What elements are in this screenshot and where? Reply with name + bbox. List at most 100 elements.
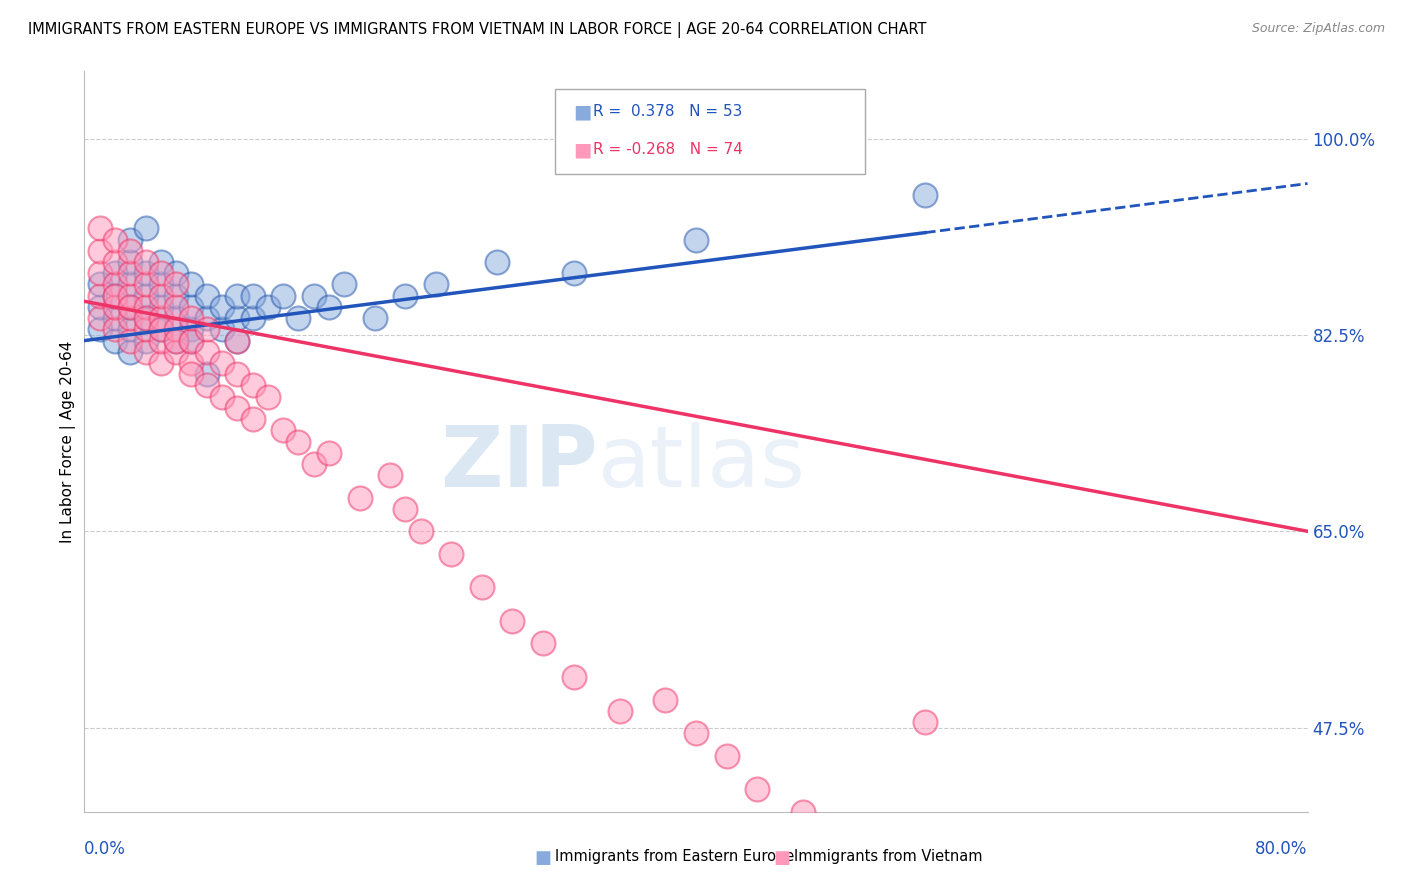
Point	[165, 266, 187, 280]
Point	[195, 378, 218, 392]
Point	[104, 289, 127, 303]
Point	[165, 311, 187, 326]
Point	[195, 289, 218, 303]
Point	[211, 356, 233, 370]
Point	[531, 636, 554, 650]
Point	[302, 457, 325, 471]
Text: ZIP: ZIP	[440, 422, 598, 505]
Point	[120, 300, 142, 314]
Point	[120, 233, 142, 247]
Point	[471, 580, 494, 594]
Text: R = -0.268   N = 74: R = -0.268 N = 74	[593, 142, 744, 157]
Point	[120, 266, 142, 280]
Point	[409, 524, 432, 539]
Point	[104, 277, 127, 292]
Point	[120, 322, 142, 336]
Point	[425, 277, 447, 292]
Point	[211, 390, 233, 404]
Point	[792, 805, 814, 819]
Point	[287, 434, 309, 449]
Point	[135, 300, 157, 314]
Point	[1021, 861, 1043, 875]
Point	[120, 289, 142, 303]
Point	[135, 221, 157, 235]
Point	[991, 838, 1014, 853]
Point	[120, 255, 142, 269]
Point	[394, 289, 416, 303]
Point	[180, 368, 202, 382]
Point	[89, 221, 111, 235]
Text: ■: ■	[534, 849, 551, 867]
Text: 80.0%: 80.0%	[1256, 839, 1308, 858]
Point	[135, 289, 157, 303]
Point	[226, 311, 249, 326]
Point	[242, 289, 264, 303]
Point	[349, 491, 371, 505]
Point	[195, 322, 218, 336]
Point	[149, 277, 172, 292]
Point	[562, 670, 585, 684]
Point	[562, 266, 585, 280]
Point	[135, 311, 157, 326]
Point	[747, 782, 769, 797]
Point	[135, 311, 157, 326]
Point	[165, 334, 187, 348]
Point	[165, 277, 187, 292]
Point	[104, 289, 127, 303]
Point	[165, 289, 187, 303]
Point	[149, 311, 172, 326]
Point	[211, 300, 233, 314]
Point	[89, 300, 111, 314]
Point	[242, 311, 264, 326]
Point	[89, 289, 111, 303]
Point	[165, 300, 187, 314]
Point	[104, 266, 127, 280]
Point	[180, 334, 202, 348]
Point	[440, 547, 463, 561]
Point	[195, 311, 218, 326]
Point	[380, 468, 402, 483]
Point	[914, 187, 936, 202]
Point	[180, 322, 202, 336]
Point	[104, 311, 127, 326]
Point	[195, 344, 218, 359]
Point	[104, 322, 127, 336]
Text: IMMIGRANTS FROM EASTERN EUROPE VS IMMIGRANTS FROM VIETNAM IN LABOR FORCE | AGE 2: IMMIGRANTS FROM EASTERN EUROPE VS IMMIGR…	[28, 22, 927, 38]
Point	[685, 233, 707, 247]
Point	[180, 311, 202, 326]
Text: R =  0.378   N = 53: R = 0.378 N = 53	[593, 104, 742, 120]
Point	[89, 277, 111, 292]
Point	[271, 423, 294, 437]
Point	[257, 300, 280, 314]
Point	[165, 322, 187, 336]
Point	[149, 356, 172, 370]
Point	[104, 334, 127, 348]
Point	[914, 714, 936, 729]
Point	[1067, 883, 1090, 892]
Text: ■: ■	[574, 103, 592, 121]
Text: Immigrants from Eastern Europe: Immigrants from Eastern Europe	[555, 849, 794, 864]
Point	[333, 277, 356, 292]
Point	[120, 300, 142, 314]
Point	[226, 401, 249, 415]
Point	[120, 311, 142, 326]
Point	[149, 300, 172, 314]
Point	[838, 827, 860, 841]
Point	[180, 334, 202, 348]
Point	[120, 277, 142, 292]
Point	[195, 368, 218, 382]
Point	[89, 244, 111, 258]
Point	[226, 289, 249, 303]
Point	[89, 266, 111, 280]
Text: Source: ZipAtlas.com: Source: ZipAtlas.com	[1251, 22, 1385, 36]
Point	[242, 412, 264, 426]
Point	[89, 311, 111, 326]
Point	[685, 726, 707, 740]
Point	[226, 334, 249, 348]
Point	[104, 233, 127, 247]
Point	[318, 446, 340, 460]
Point	[609, 704, 631, 718]
Point	[149, 266, 172, 280]
Point	[180, 356, 202, 370]
Point	[149, 255, 172, 269]
